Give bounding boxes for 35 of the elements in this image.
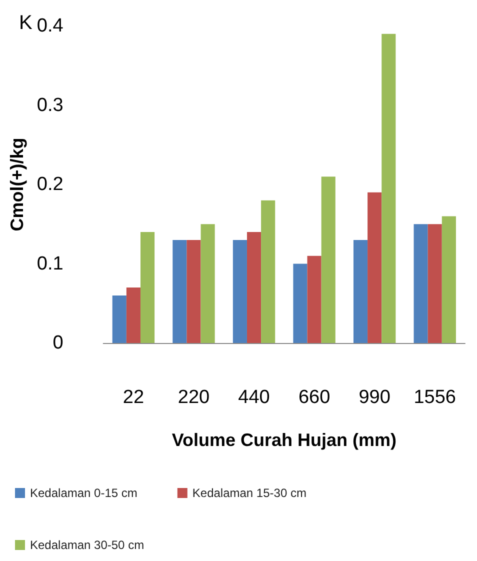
bar [112,295,126,343]
bar [321,176,336,343]
bar [126,288,140,343]
bar [414,224,428,343]
bar [428,224,442,343]
chart-title: K [19,12,33,34]
y-axis-title: Cmol(+)/kg [7,138,27,232]
y-tick-label: 0 [52,332,64,354]
bar [368,192,382,343]
x-tick-label: 22 [122,387,144,408]
bar [200,224,215,343]
x-tick-label: 1556 [414,387,456,408]
bar [353,240,368,343]
bar [232,240,247,343]
bar [293,264,308,343]
x-tick-label: 990 [358,387,390,408]
legend-label: Kedalaman 30-50 cm [30,538,144,552]
bar [186,240,201,343]
y-tick-label: 0.1 [36,253,64,274]
x-tick-label: 440 [238,387,270,408]
bar [442,216,456,343]
y-tick-label: 0.4 [36,16,64,36]
bar [307,256,322,343]
x-tick-label: 660 [298,387,330,408]
x-tick-label: 220 [178,387,210,408]
x-axis-title: Volume Curah Hujan (mm) [172,430,396,450]
y-tick-label: 0.3 [36,94,64,116]
y-tick-label: 0.2 [36,174,64,195]
bar [382,34,396,343]
bar [172,240,187,343]
bar [261,200,276,343]
bar [140,232,155,343]
bar [246,232,262,343]
legend-label: Kedalaman 15-30 cm [192,486,306,500]
legend-label: Kedalaman 0-15 cm [30,486,138,500]
